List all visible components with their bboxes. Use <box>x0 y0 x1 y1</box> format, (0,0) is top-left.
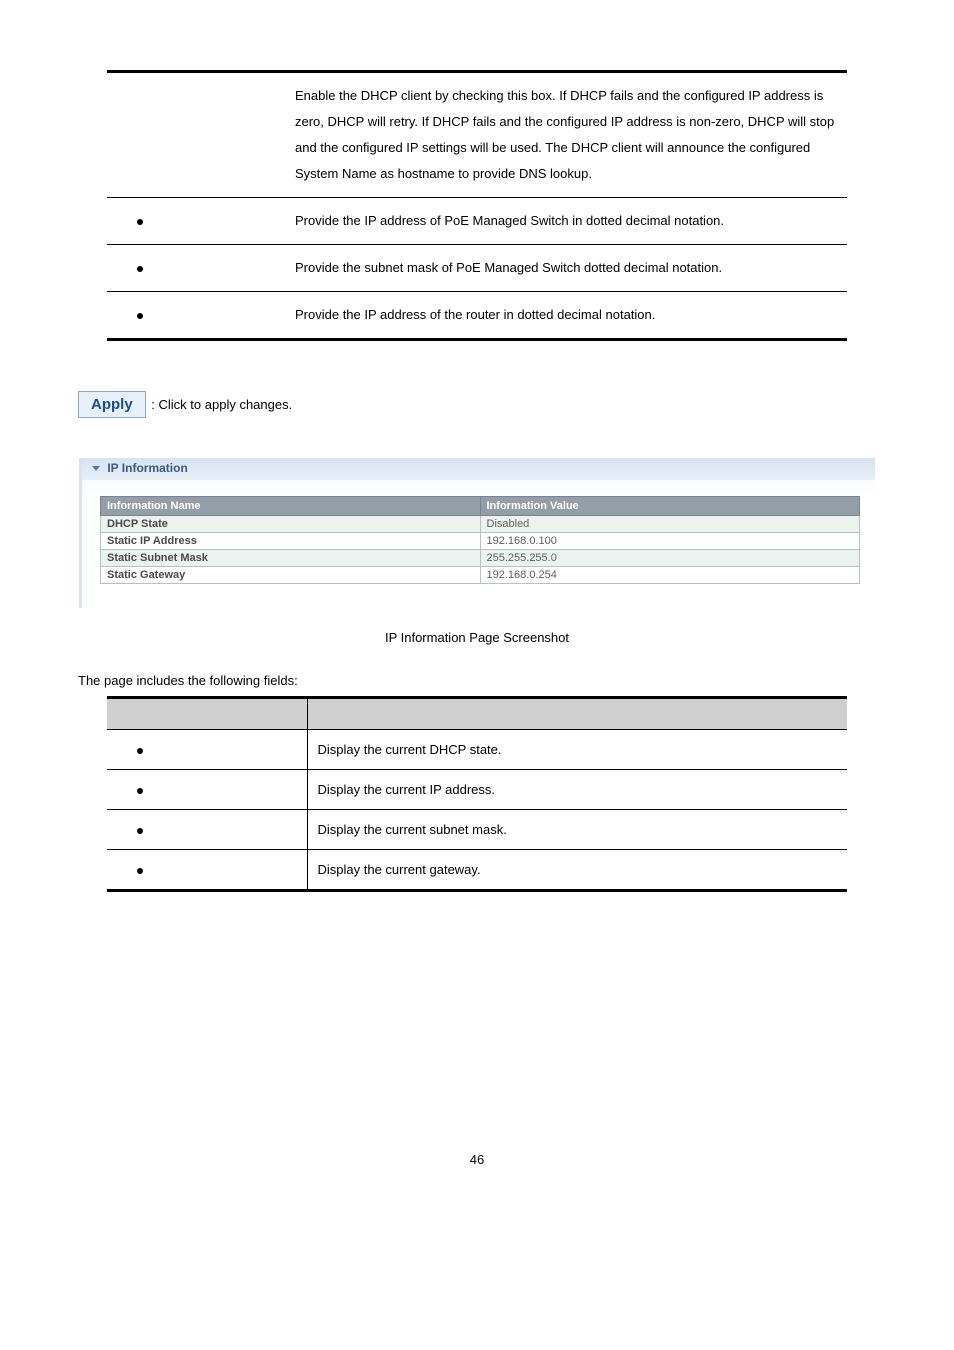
desc-row-text: Display the current IP address. <box>307 770 847 810</box>
table2-header-right <box>307 698 847 730</box>
ip-info-table: Information Name Information Value DHCP … <box>100 496 860 584</box>
bullet-icon <box>137 828 143 834</box>
info-row-value: 192.168.0.254 <box>480 567 860 584</box>
bullet-icon <box>137 266 143 272</box>
desc-row-text: Provide the subnet mask of PoE Managed S… <box>287 245 847 292</box>
bullet-icon <box>137 788 143 794</box>
desc-row-text: Display the current subnet mask. <box>307 810 847 850</box>
panel-title: IP Information <box>107 461 187 475</box>
apply-line: Apply : Click to apply changes. <box>78 391 876 418</box>
apply-description: : Click to apply changes. <box>151 397 292 412</box>
bullet-icon <box>137 748 143 754</box>
info-row-name: Static Gateway <box>101 567 481 584</box>
desc-row-text: Enable the DHCP client by checking this … <box>287 72 847 198</box>
info-row-value: 192.168.0.100 <box>480 533 860 550</box>
bullet-icon <box>137 313 143 319</box>
col-header-name: Information Name <box>101 497 481 516</box>
fields-intro: The page includes the following fields: <box>78 673 876 688</box>
col-header-value: Information Value <box>480 497 860 516</box>
ip-information-panel: IP Information Information Name Informat… <box>79 458 875 608</box>
bullet-icon <box>137 219 143 225</box>
caret-down-icon <box>92 466 100 471</box>
info-row-name: Static Subnet Mask <box>101 550 481 567</box>
bullet-icon <box>137 868 143 874</box>
desc-row-text: Display the current gateway. <box>307 850 847 891</box>
info-row-value: Disabled <box>480 516 860 533</box>
info-row-value: 255.255.255.0 <box>480 550 860 567</box>
desc-row-text: Display the current DHCP state. <box>307 730 847 770</box>
description-table-1: Enable the DHCP client by checking this … <box>107 70 847 341</box>
apply-button[interactable]: Apply <box>78 391 146 418</box>
page-number: 46 <box>78 1152 876 1167</box>
figure-caption: IP Information Page Screenshot <box>78 630 876 645</box>
desc-row-text: Provide the IP address of the router in … <box>287 292 847 340</box>
info-row-name: DHCP State <box>101 516 481 533</box>
table2-header-left <box>107 698 307 730</box>
desc-row-text: Provide the IP address of PoE Managed Sw… <box>287 198 847 245</box>
panel-header[interactable]: IP Information <box>82 458 875 480</box>
info-row-name: Static IP Address <box>101 533 481 550</box>
description-table-2: Display the current DHCP state. Display … <box>107 696 847 892</box>
